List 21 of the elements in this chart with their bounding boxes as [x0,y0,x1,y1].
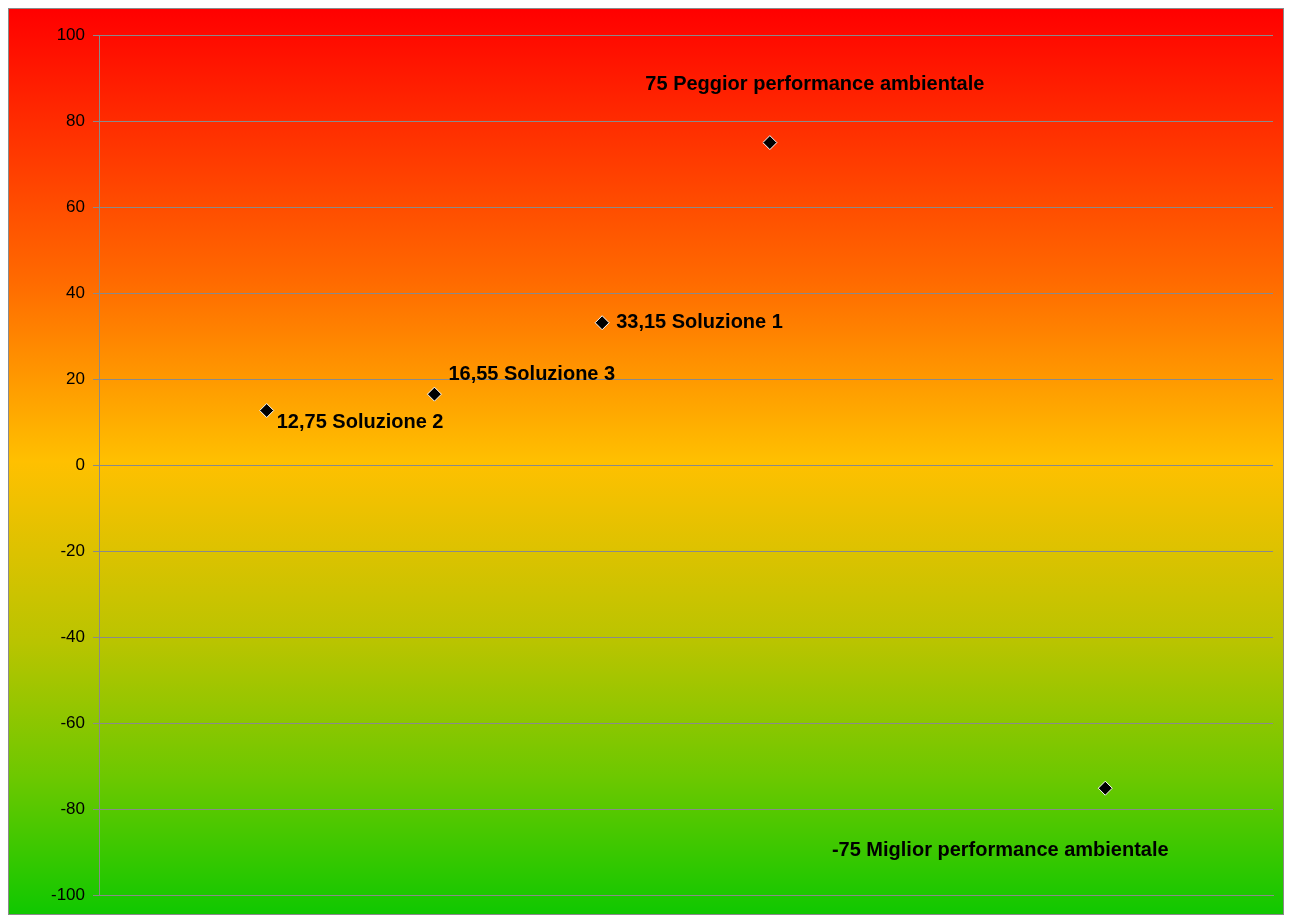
y-tick-label: -40 [60,627,85,647]
y-tick-label: -60 [60,713,85,733]
y-tick-label: 40 [66,282,85,302]
y-tick-label: -80 [60,799,85,819]
y-tick-label: 80 [66,110,85,130]
y-tick-label: 0 [75,455,85,475]
y-tick-label: 60 [66,196,85,216]
data-label: 75 Peggior performance ambientale [645,72,985,95]
data-label: 33,15 Soluzione 1 [616,310,783,333]
point [594,315,610,331]
data-label: 12,75 Soluzione 2 [276,410,444,433]
y-tick-label: -20 [60,541,85,561]
y-tick-label: -100 [50,885,85,905]
point [259,403,275,419]
y-tick-label: 20 [66,369,85,389]
data-label: 16,55 Soluzione 3 [448,361,616,384]
point [1097,780,1113,796]
data-label: -75 Miglior performance ambientale [831,837,1169,860]
y-tick-label: 100 [56,24,85,44]
point [426,386,442,402]
point [762,135,778,151]
